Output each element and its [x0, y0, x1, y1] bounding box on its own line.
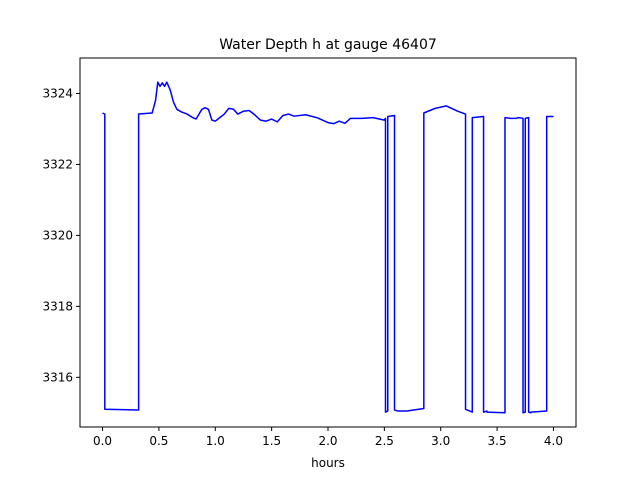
y-tick-label: 3322 [42, 157, 73, 171]
y-tick-label: 3320 [42, 228, 73, 242]
y-axis: 3316 3318 3320 3322 3324 [42, 86, 80, 384]
y-tick-label: 3318 [42, 299, 73, 313]
x-tick-label: 3.0 [431, 434, 450, 448]
x-axis-label: hours [311, 456, 345, 470]
x-tick-label: 0.0 [93, 434, 112, 448]
plot-area [102, 81, 554, 414]
y-tick-label: 3316 [42, 370, 73, 384]
x-tick-label: 2.5 [375, 434, 394, 448]
x-axis: 0.0 0.5 1.0 1.5 2.0 2.5 3.0 3.5 4.0 [93, 427, 563, 448]
x-tick-label: 1.5 [262, 434, 281, 448]
series-line [102, 81, 554, 414]
x-tick-label: 2.0 [318, 434, 337, 448]
y-tick-label: 3324 [42, 86, 73, 100]
x-tick-label: 0.5 [149, 434, 168, 448]
x-tick-label: 3.5 [488, 434, 507, 448]
x-tick-label: 4.0 [544, 434, 563, 448]
x-tick-label: 1.0 [206, 434, 225, 448]
chart-title: Water Depth h at gauge 46407 [219, 37, 437, 53]
